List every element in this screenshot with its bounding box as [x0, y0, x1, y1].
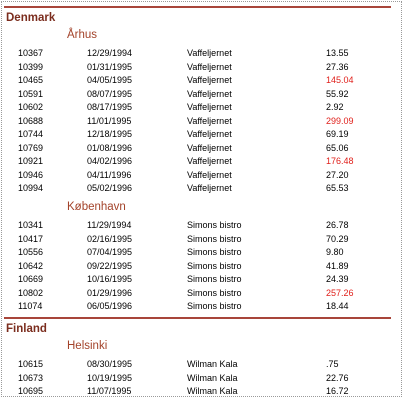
amount: 24.39	[326, 274, 349, 284]
order-id: 10695	[18, 386, 44, 396]
amount: 65.53	[326, 183, 349, 193]
order-date: 08/30/1995	[87, 359, 133, 369]
amount: 69.19	[326, 129, 349, 139]
order-date: 10/16/1995	[87, 274, 133, 284]
order-id: 10946	[18, 169, 44, 180]
order-id: 10994	[18, 183, 44, 193]
order-id: 10341	[18, 220, 44, 230]
customer-name: Wilman Kala	[187, 372, 238, 383]
group-rule	[4, 6, 391, 8]
amount: 299.09	[326, 115, 354, 126]
amount: 176.48	[326, 156, 354, 166]
order-date: 05/02/1996	[87, 183, 133, 193]
amount: 65.06	[326, 142, 349, 153]
amount: 9.80	[326, 247, 344, 257]
order-id: 10367	[18, 48, 44, 58]
customer-name: Simons bistro	[187, 260, 242, 271]
amount: 27.20	[326, 169, 349, 180]
order-id: 10673	[18, 372, 44, 383]
customer-name: Vaffeljernet	[187, 75, 232, 85]
amount: 55.92	[326, 88, 349, 99]
order-date: 08/07/1995	[87, 88, 133, 99]
customer-name: Simons bistro	[187, 301, 242, 311]
order-id: 10465	[18, 75, 44, 85]
country-header: Denmark	[6, 12, 56, 24]
customer-name: Simons bistro	[187, 220, 242, 230]
customer-name: Vaffeljernet	[187, 102, 232, 112]
order-date: 09/22/1995	[87, 260, 133, 271]
city-header: København	[67, 201, 126, 213]
customer-name: Simons bistro	[187, 247, 242, 257]
amount: 41.89	[326, 260, 349, 271]
customer-name: Vaffeljernet	[187, 169, 232, 180]
customer-name: Vaffeljernet	[187, 156, 232, 166]
customer-name: Vaffeljernet	[187, 129, 232, 139]
customer-name: Vaffeljernet	[187, 61, 232, 72]
order-date: 06/05/1996	[87, 301, 133, 311]
customer-name: Simons bistro	[187, 274, 242, 284]
order-date: 11/29/1994	[87, 220, 132, 230]
order-date: 01/08/1996	[87, 142, 133, 153]
amount: 27.36	[326, 61, 349, 72]
order-id: 10802	[18, 287, 44, 298]
order-id: 10591	[18, 88, 44, 99]
customer-name: Wilman Kala	[187, 386, 238, 396]
city-header: Helsinki	[67, 340, 108, 352]
order-date: 10/19/1995	[87, 372, 133, 383]
amount: 145.04	[326, 75, 354, 85]
order-date: 08/17/1995	[87, 102, 133, 112]
order-id: 10417	[18, 233, 44, 244]
customer-name: Vaffeljernet	[187, 88, 232, 99]
order-date: 01/31/1995	[87, 61, 133, 72]
customer-name: Vaffeljernet	[187, 48, 232, 58]
order-id: 10744	[18, 129, 44, 139]
customer-name: Vaffeljernet	[187, 115, 232, 126]
amount: 13.55	[326, 48, 349, 58]
amount: 16.72	[326, 386, 349, 396]
amount: 257.26	[326, 287, 354, 298]
order-id: 10769	[18, 142, 44, 153]
amount: 70.29	[326, 233, 349, 244]
order-id: 10615	[18, 359, 44, 369]
order-id: 10921	[18, 156, 44, 166]
amount: 22.76	[326, 372, 349, 383]
group-rule	[4, 317, 391, 319]
amount: 26.78	[326, 220, 349, 230]
country-header: Finland	[6, 323, 47, 335]
order-date: 07/04/1995	[87, 247, 133, 257]
customer-name: Vaffeljernet	[187, 183, 232, 193]
amount: .75	[326, 359, 339, 369]
order-id: 10602	[18, 102, 44, 112]
order-date: 11/07/1995	[87, 386, 132, 396]
order-id: 10669	[18, 274, 44, 284]
customer-name: Simons bistro	[187, 287, 242, 298]
city-header: Århus	[67, 29, 98, 41]
order-id: 10399	[18, 61, 44, 72]
order-id: 10642	[18, 260, 44, 271]
order-date: 01/29/1996	[87, 287, 133, 298]
order-date: 12/29/1994	[87, 48, 133, 58]
order-date: 04/05/1995	[87, 75, 133, 85]
order-id: 11074	[18, 301, 43, 311]
order-date: 04/02/1996	[87, 156, 133, 166]
customer-name: Wilman Kala	[187, 359, 238, 369]
customer-name: Vaffeljernet	[187, 142, 232, 153]
order-date: 02/16/1995	[87, 233, 133, 244]
order-date: 04/11/1996	[87, 169, 132, 180]
amount: 18.44	[326, 301, 349, 311]
customer-name: Simons bistro	[187, 233, 242, 244]
page-border	[1, 1, 402, 397]
order-date: 11/01/1995	[87, 115, 132, 126]
order-id: 10688	[18, 115, 44, 126]
order-date: 12/18/1995	[87, 129, 133, 139]
order-id: 10556	[18, 247, 44, 257]
amount: 2.92	[326, 102, 344, 112]
